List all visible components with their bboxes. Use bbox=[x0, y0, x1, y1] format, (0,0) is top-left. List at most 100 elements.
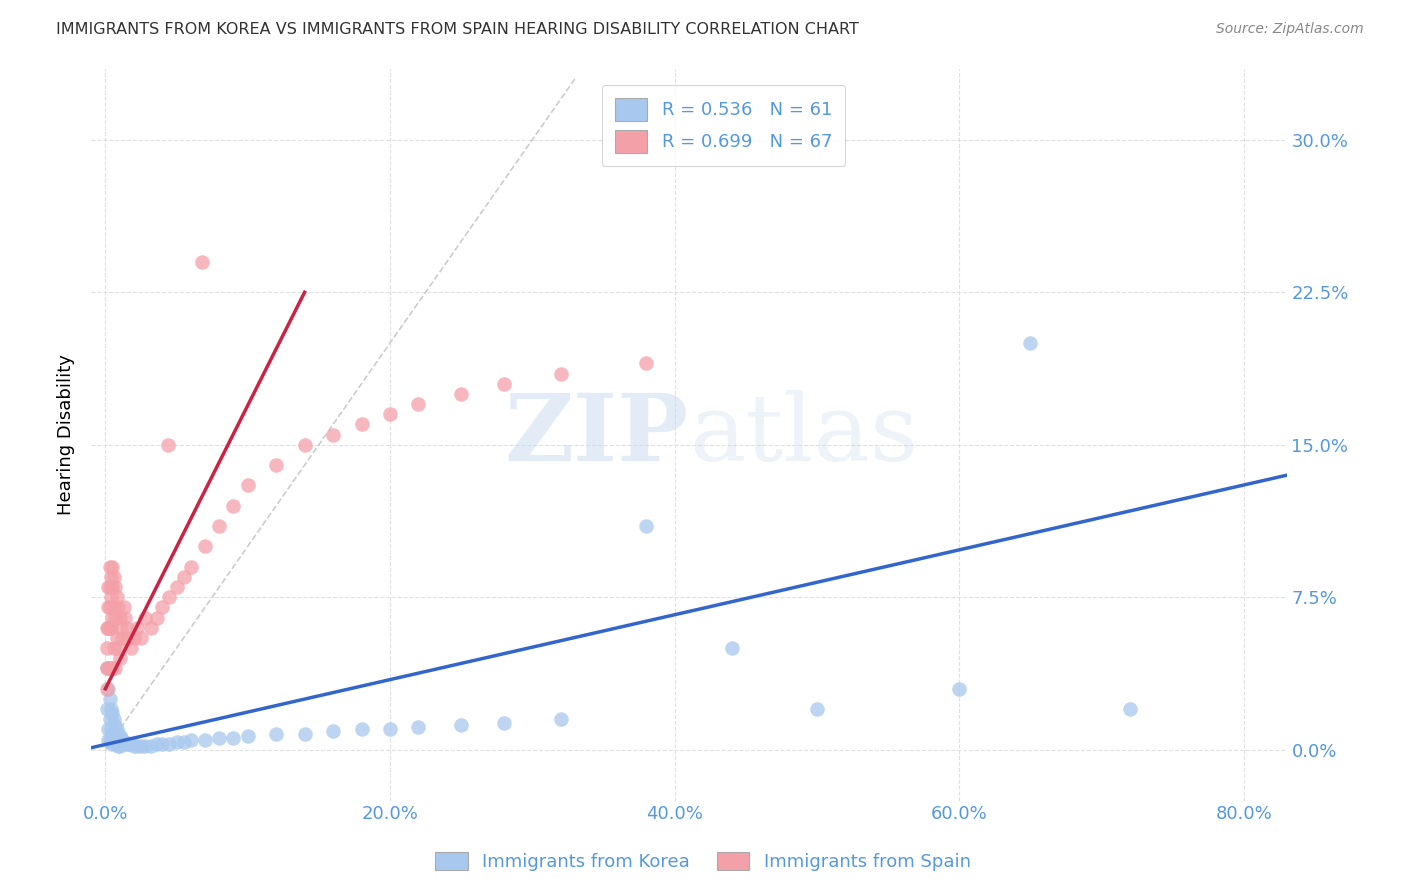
Point bbox=[115, 737, 138, 751]
Point bbox=[107, 739, 129, 753]
Text: ZIP: ZIP bbox=[505, 390, 689, 480]
Point bbox=[108, 610, 131, 624]
Legend: R = 0.536   N = 61, R = 0.699   N = 67: R = 0.536 N = 61, R = 0.699 N = 67 bbox=[602, 85, 845, 166]
Point bbox=[96, 681, 118, 696]
Point bbox=[222, 731, 245, 745]
Point bbox=[101, 610, 124, 624]
Point bbox=[173, 570, 195, 584]
Point bbox=[103, 600, 125, 615]
Point bbox=[107, 726, 129, 740]
Point bbox=[1119, 702, 1142, 716]
Point bbox=[350, 723, 373, 737]
Point bbox=[101, 706, 124, 721]
Point bbox=[166, 734, 188, 748]
Point bbox=[104, 661, 127, 675]
Point bbox=[100, 591, 122, 605]
Point bbox=[100, 723, 122, 737]
Point bbox=[264, 726, 287, 740]
Point bbox=[100, 661, 122, 675]
Point bbox=[97, 580, 120, 594]
Point bbox=[264, 458, 287, 472]
Point bbox=[98, 600, 121, 615]
Point bbox=[294, 438, 316, 452]
Point bbox=[115, 621, 138, 635]
Point bbox=[150, 600, 173, 615]
Point bbox=[378, 407, 401, 421]
Point bbox=[104, 610, 127, 624]
Point bbox=[105, 723, 128, 737]
Legend: Immigrants from Korea, Immigrants from Spain: Immigrants from Korea, Immigrants from S… bbox=[427, 845, 979, 879]
Point bbox=[636, 519, 658, 533]
Point bbox=[111, 631, 134, 645]
Point bbox=[120, 641, 142, 656]
Point bbox=[103, 731, 125, 745]
Point bbox=[145, 610, 167, 624]
Point bbox=[125, 621, 148, 635]
Point bbox=[98, 621, 121, 635]
Point bbox=[159, 591, 181, 605]
Point bbox=[96, 621, 118, 635]
Point bbox=[350, 417, 373, 432]
Point bbox=[208, 731, 231, 745]
Point bbox=[104, 734, 127, 748]
Point bbox=[222, 499, 245, 513]
Point bbox=[150, 737, 173, 751]
Point bbox=[166, 580, 188, 594]
Point bbox=[100, 570, 122, 584]
Point bbox=[129, 631, 152, 645]
Point bbox=[125, 739, 148, 753]
Point bbox=[550, 712, 572, 726]
Point bbox=[173, 734, 195, 748]
Point bbox=[1019, 336, 1042, 351]
Y-axis label: Hearing Disability: Hearing Disability bbox=[58, 354, 75, 515]
Point bbox=[806, 702, 828, 716]
Point bbox=[110, 621, 132, 635]
Point bbox=[103, 641, 125, 656]
Point bbox=[103, 570, 125, 584]
Point bbox=[110, 731, 132, 745]
Point bbox=[98, 559, 121, 574]
Point bbox=[96, 661, 118, 675]
Point bbox=[108, 739, 131, 753]
Point bbox=[112, 734, 135, 748]
Point bbox=[107, 641, 129, 656]
Point bbox=[492, 716, 515, 731]
Point bbox=[98, 732, 121, 747]
Point bbox=[236, 729, 259, 743]
Point bbox=[294, 726, 316, 740]
Point bbox=[96, 702, 118, 716]
Point bbox=[191, 254, 214, 268]
Point bbox=[101, 726, 124, 740]
Point bbox=[97, 621, 120, 635]
Point bbox=[159, 737, 181, 751]
Point bbox=[194, 732, 217, 747]
Text: atlas: atlas bbox=[689, 390, 918, 480]
Point bbox=[98, 580, 121, 594]
Point bbox=[408, 720, 430, 734]
Point bbox=[122, 631, 145, 645]
Point bbox=[492, 376, 515, 391]
Point bbox=[101, 559, 124, 574]
Point bbox=[107, 600, 129, 615]
Point bbox=[98, 712, 121, 726]
Point bbox=[322, 724, 344, 739]
Point bbox=[100, 702, 122, 716]
Point bbox=[139, 621, 162, 635]
Point bbox=[236, 478, 259, 492]
Point bbox=[180, 559, 202, 574]
Point bbox=[129, 739, 152, 753]
Point bbox=[114, 610, 136, 624]
Point bbox=[108, 729, 131, 743]
Point bbox=[103, 712, 125, 726]
Point bbox=[720, 641, 742, 656]
Point bbox=[114, 734, 136, 748]
Point bbox=[112, 600, 135, 615]
Point bbox=[120, 737, 142, 751]
Point bbox=[105, 591, 128, 605]
Point bbox=[101, 737, 124, 751]
Point bbox=[96, 661, 118, 675]
Point bbox=[550, 367, 572, 381]
Text: Source: ZipAtlas.com: Source: ZipAtlas.com bbox=[1216, 22, 1364, 37]
Point bbox=[636, 356, 658, 370]
Point bbox=[100, 621, 122, 635]
